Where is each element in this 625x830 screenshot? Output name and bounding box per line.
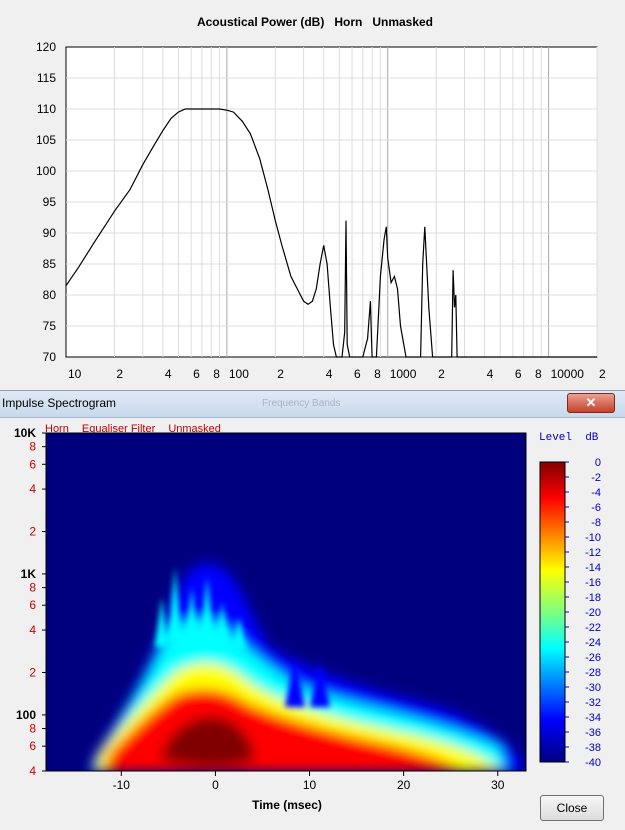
- chart-title: Acoustical Power (dB) Horn Unmasked: [197, 15, 433, 29]
- colorbar-tick-label: -18: [585, 592, 601, 604]
- y-tick-label: 6: [29, 598, 36, 612]
- x-tick-label: 2: [277, 367, 284, 381]
- y-tick-label: 2: [29, 665, 36, 679]
- y-tick-label: 100: [36, 164, 56, 178]
- y-tick-label: 2: [29, 525, 36, 539]
- y-tick-label: 6: [29, 739, 36, 753]
- colorbar-tick-label: -28: [585, 667, 601, 679]
- colorbar-tick-label: -22: [585, 622, 601, 634]
- y-tick-label: 75: [43, 319, 57, 333]
- colorbar-tick-label: -36: [585, 727, 601, 739]
- y-tick-label: 105: [36, 133, 56, 147]
- colorbar-tick-label: -24: [585, 637, 601, 649]
- x-tick-label: 1000: [390, 367, 417, 381]
- y-tick-label: 4: [29, 764, 36, 778]
- x-tick-label: 4: [326, 367, 333, 381]
- y-tick-label: 8: [29, 440, 36, 454]
- acoustical-power-line: [65, 108, 597, 358]
- x-tick-label: 20: [397, 778, 411, 792]
- x-tick-label: 10: [68, 367, 82, 381]
- x-tick-label: 2: [116, 367, 123, 381]
- colorbar-tick-label: 0: [595, 457, 601, 469]
- y-tick-label: 8: [29, 581, 36, 595]
- impulse-spectrogram-window: Impulse Spectrogram Frequency Bands ✕ Ho…: [0, 390, 625, 830]
- close-x-icon[interactable]: ✕: [567, 393, 615, 413]
- spectrogram-header: Horn Equaliser Filter Unmasked: [45, 423, 231, 435]
- window-titlebar[interactable]: Impulse Spectrogram Frequency Bands ✕: [0, 391, 625, 418]
- y-tick-label: 110: [37, 102, 56, 116]
- y-tick-label: 80: [43, 288, 57, 302]
- colorbar-tick-label: -14: [585, 562, 601, 574]
- y-tick-label: 8: [29, 722, 36, 736]
- y-tick-label: 100: [16, 708, 36, 722]
- background-window-title: Frequency Bands: [262, 398, 341, 409]
- colorbar-tick-label: -12: [585, 547, 601, 559]
- colorbar-title: Level dB: [539, 432, 599, 444]
- y-tick-label: 115: [37, 71, 56, 85]
- x-tick-label: -10: [113, 778, 131, 792]
- x-tick-label: 4: [487, 367, 494, 381]
- colorbar-tick-label: -32: [585, 697, 601, 709]
- x-tick-label: 8: [374, 367, 381, 381]
- x-tick-label: 8: [213, 367, 220, 381]
- colorbar-tick-label: -38: [585, 742, 601, 754]
- x-tick-label: 10000: [551, 367, 585, 381]
- colorbar-tick-label: -16: [585, 577, 601, 589]
- colorbar-tick-label: -8: [591, 517, 601, 529]
- colorbar-tick-label: -34: [585, 712, 601, 724]
- x-tick-label: 6: [515, 367, 522, 381]
- colorbar-tick-label: -4: [591, 487, 601, 499]
- x-tick-label: 8: [535, 367, 542, 381]
- y-tick-label: 4: [29, 482, 36, 496]
- x-tick-label: 100: [229, 367, 249, 381]
- colorbar-tick-label: -20: [585, 607, 601, 619]
- colorbar-tick-label: -6: [591, 502, 601, 514]
- x-axis-label: Time (msec): [252, 798, 322, 812]
- header-item-equaliser: Equaliser Filter: [81, 423, 156, 435]
- x-tick-label: 6: [193, 367, 200, 381]
- colorbar: [539, 461, 566, 763]
- x-tick-label: 2: [599, 367, 606, 381]
- header-item-unmasked: Unmasked: [168, 423, 221, 435]
- colorbar-tick-label: -10: [585, 532, 601, 544]
- y-tick-label: 95: [43, 195, 57, 209]
- y-tick-label: 70: [43, 350, 57, 364]
- x-tick-label: 6: [354, 367, 361, 381]
- x-tick-label: 4: [165, 367, 172, 381]
- acoustical-power-window: 120 115 110 105 100 95 90 85 80 75 70 10 2 4 6 8 100 2 4 6…: [0, 0, 625, 392]
- colorbar-tick-label: -2: [591, 472, 601, 484]
- y-tick-label: 90: [43, 226, 57, 240]
- colorbar-tick-label: -26: [585, 652, 601, 664]
- y-tick-label: 120: [36, 40, 56, 54]
- y-tick-label: 85: [43, 257, 57, 271]
- y-tick-label: 4: [29, 623, 36, 637]
- close-button[interactable]: Close: [540, 795, 604, 821]
- y-tick-label: 10K: [14, 426, 36, 440]
- y-tick-label: 1K: [21, 567, 37, 581]
- colorbar-tick-label: -30: [585, 682, 601, 694]
- x-tick-label: 2: [438, 367, 445, 381]
- x-tick-label: 10: [303, 778, 317, 792]
- x-tick-label: 30: [491, 778, 505, 792]
- y-tick-label: 6: [29, 457, 36, 471]
- header-item-horn: Horn: [45, 423, 69, 435]
- colorbar-tick-label: -40: [585, 757, 601, 769]
- window-title: Impulse Spectrogram: [2, 396, 117, 410]
- x-tick-label: 0: [212, 778, 219, 792]
